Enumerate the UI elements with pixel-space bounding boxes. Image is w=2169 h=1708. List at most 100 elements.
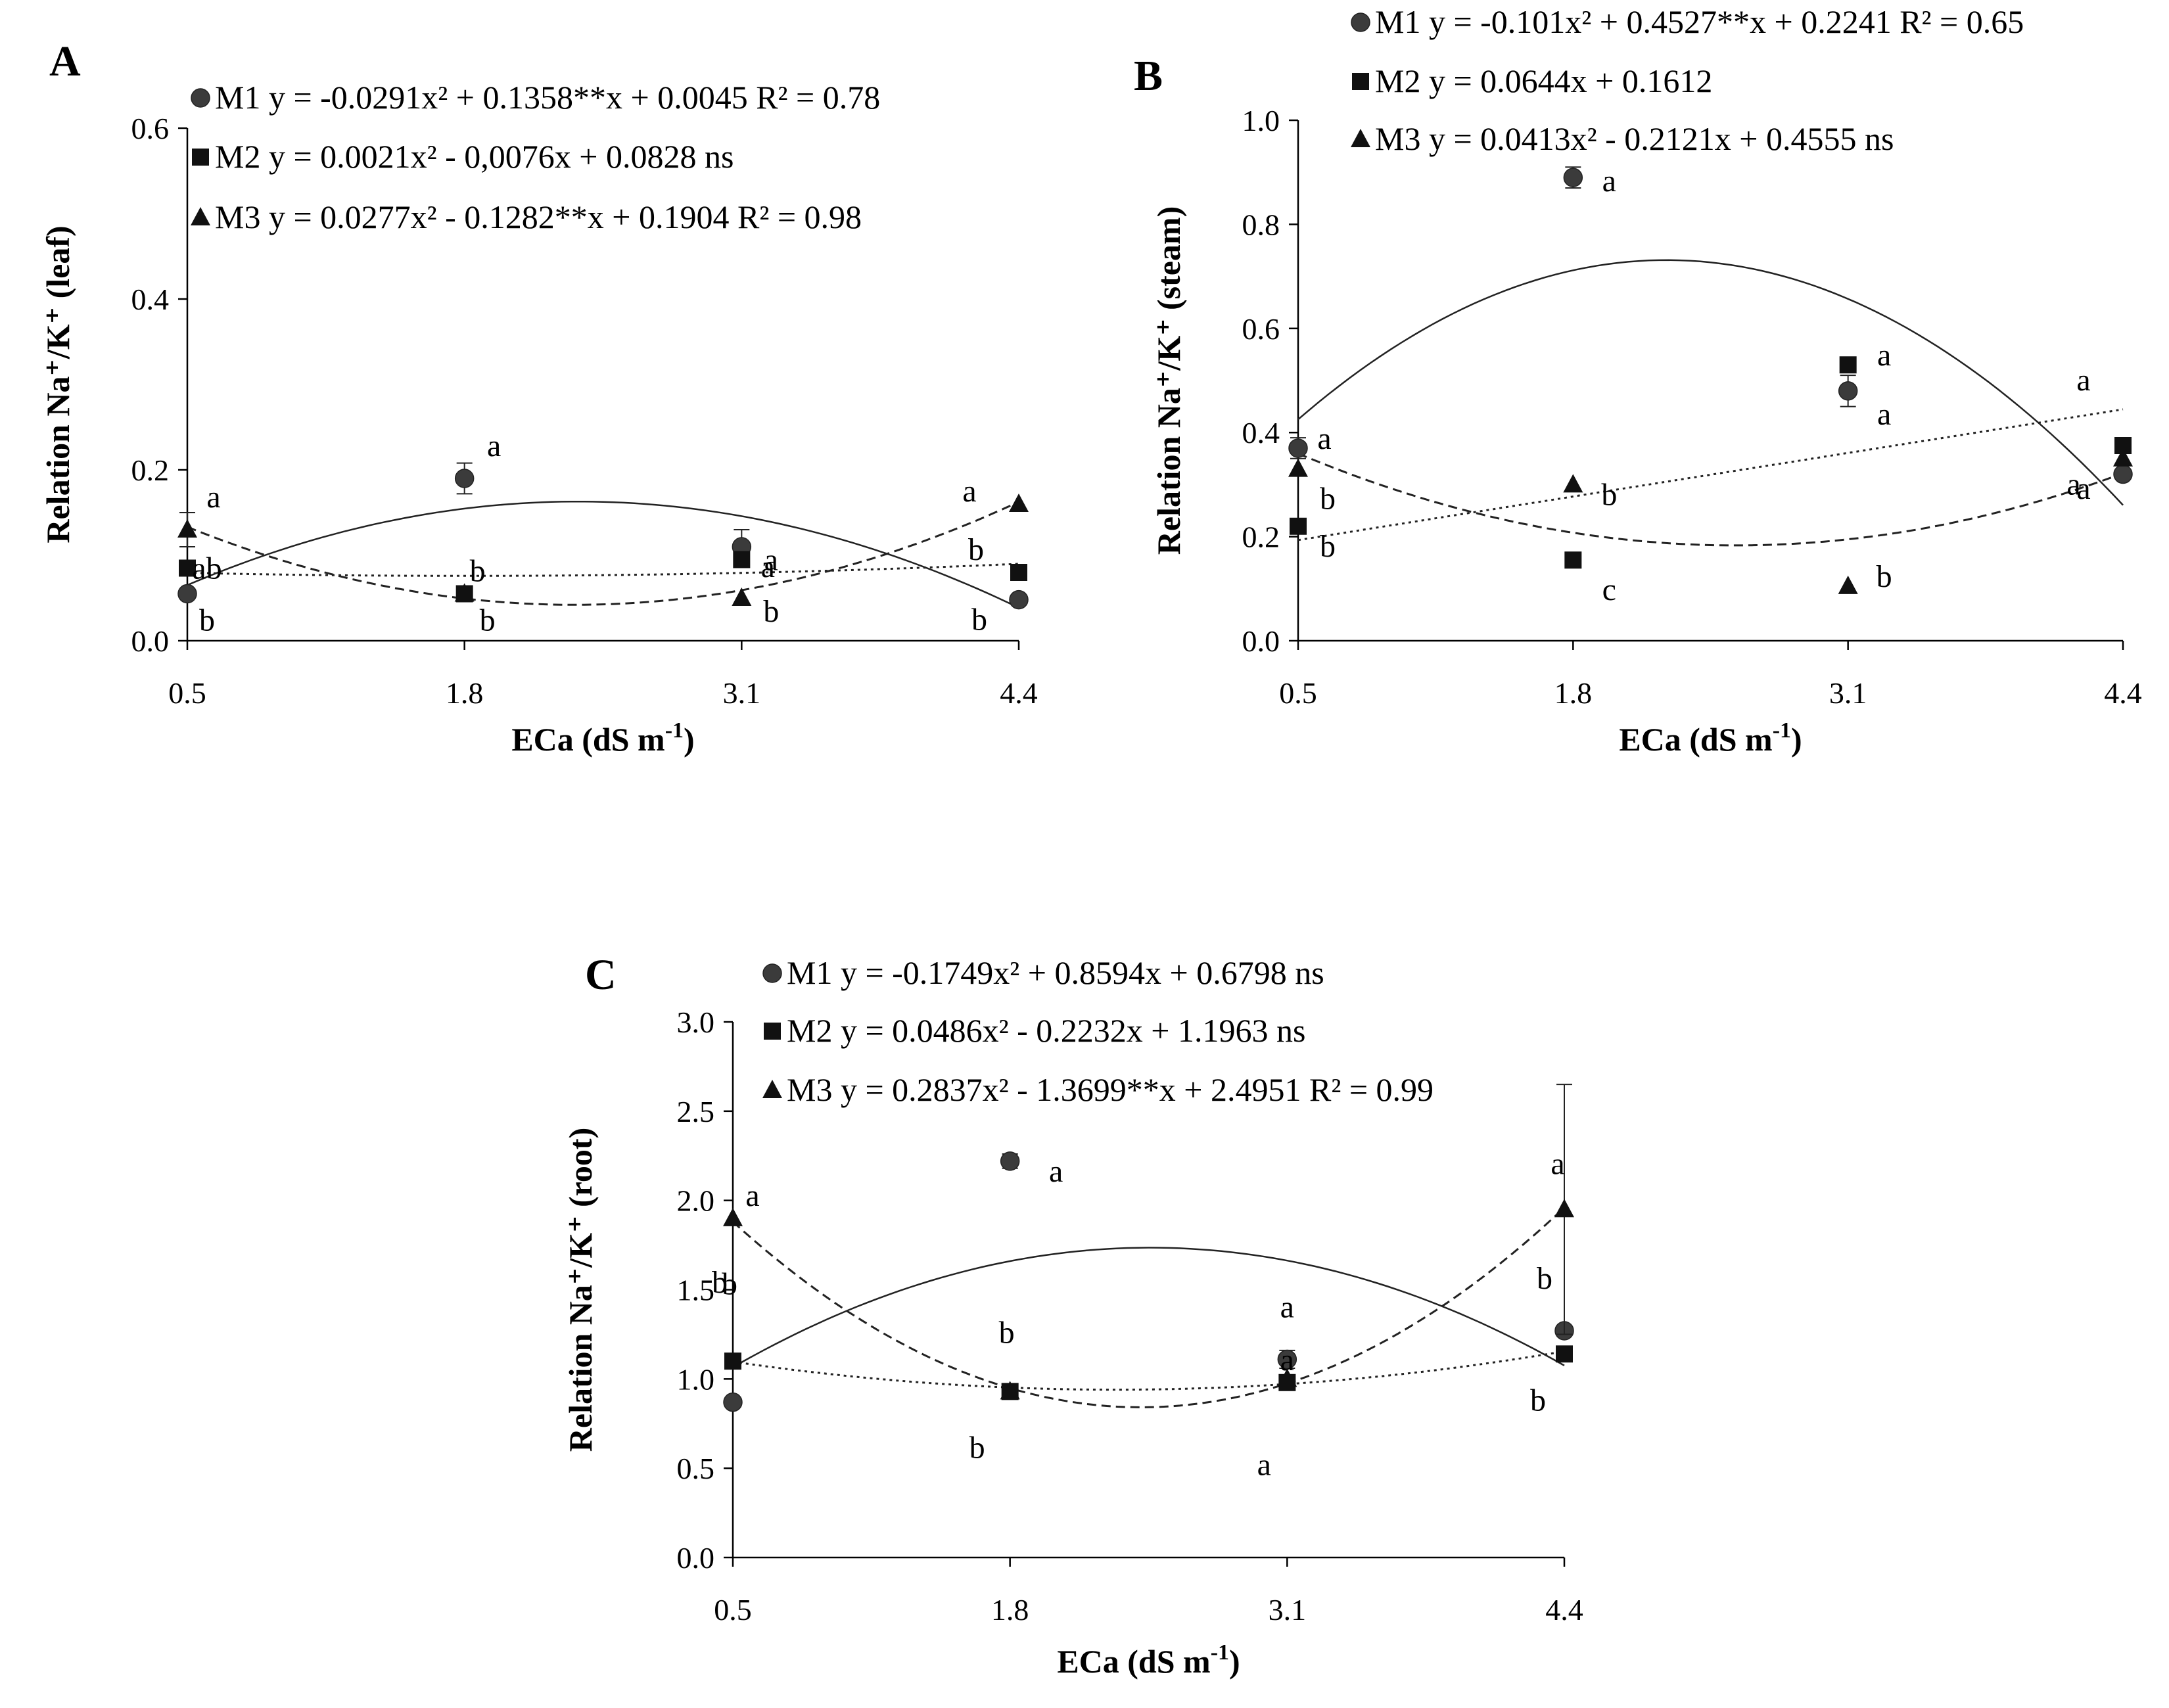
significance-letter: a xyxy=(206,480,220,515)
chart-panel-b: B 0.0 0.2 0.4 0.6 0.8 1.0 0.5 1.8 3.1 4.4 ECa (dS m… xyxy=(1134,3,2142,758)
legend-m3-marker xyxy=(1351,129,1370,147)
significance-letter: a xyxy=(1317,421,1331,456)
significance-letter: b xyxy=(1877,559,1892,594)
y-tick-label: 2.0 xyxy=(677,1184,715,1218)
significance-letter: b xyxy=(1320,529,1336,564)
y-axis-label: Relation Na⁺/K⁺ (steam) xyxy=(1150,206,1187,555)
legend-m1-marker xyxy=(1351,12,1370,32)
significance-letter: a xyxy=(1280,1289,1294,1324)
y-tick-label: 1.0 xyxy=(1242,104,1280,137)
data-point-m2 xyxy=(1564,551,1582,569)
data-point-m1 xyxy=(723,1392,743,1412)
data-point-m2 xyxy=(733,551,751,568)
significance-letter: b xyxy=(480,603,496,638)
data-point-m1 xyxy=(1838,381,1858,401)
significance-letter: a xyxy=(1602,164,1616,198)
chart-panel-c: C 0.0 0.5 1.0 1.5 2.0 2.5 3.0 0.5 1.8 3.1 4.4 ECa (d… xyxy=(562,951,1583,1680)
legend-m3-equation: M3 y = 0.2837x² - 1.3699**x + 2.4951 R² … xyxy=(787,1071,1434,1108)
legend-m3-equation: M3 y = 0.0277x² - 0.1282**x + 0.1904 R² … xyxy=(215,198,862,235)
x-axis-label: ECa (dS m-1) xyxy=(1057,1640,1240,1680)
significance-letter: b xyxy=(1320,482,1336,517)
significance-letter: a xyxy=(487,428,501,463)
x-tick-label: 3.1 xyxy=(1269,1593,1307,1627)
x-tick-label: 1.8 xyxy=(1554,676,1593,710)
significance-letter: b xyxy=(1601,477,1617,512)
x-tick-label: 0.5 xyxy=(168,676,206,710)
significance-letter: a xyxy=(764,543,778,578)
data-point-m3 xyxy=(1838,575,1858,594)
y-tick-label: 0.2 xyxy=(131,453,170,487)
x-tick-label: 0.5 xyxy=(714,1593,752,1627)
significance-letter: a xyxy=(1049,1154,1063,1189)
significance-letter: b xyxy=(969,1430,985,1465)
panel-label: B xyxy=(1134,52,1163,100)
y-tick-label: 0.0 xyxy=(1242,624,1280,658)
significance-letter: b xyxy=(971,603,987,637)
y-tick-label: 1.0 xyxy=(677,1362,715,1396)
data-point-m1 xyxy=(1288,438,1308,458)
significance-letter: b xyxy=(1537,1261,1552,1296)
data-point-m1 xyxy=(1563,168,1583,187)
data-point-m2 xyxy=(1010,564,1027,581)
legend-m1-equation: M1 y = -0.1749x² + 0.8594x + 0.6798 ns xyxy=(787,954,1324,991)
x-tick-label: 4.4 xyxy=(1000,676,1038,710)
data-point-m2 xyxy=(724,1352,741,1370)
data-point-m3 xyxy=(1288,458,1308,477)
significance-letter: a xyxy=(1257,1447,1271,1482)
significance-letter: a xyxy=(2066,467,2080,502)
trend-line-m1 xyxy=(1297,259,2124,506)
significance-letter: ab xyxy=(192,551,222,586)
legend-m3-equation: M3 y = 0.0413x² - 0.2121x + 0.4555 ns xyxy=(1375,120,1894,157)
panel-label: A xyxy=(49,37,81,85)
x-tick-label: 1.8 xyxy=(446,676,484,710)
legend-m2-marker xyxy=(1352,73,1369,90)
data-point-m2 xyxy=(1290,517,1307,535)
x-axis-label: ECa (dS m-1) xyxy=(1619,718,1802,758)
significance-letter: a xyxy=(1877,397,1891,432)
legend-m2-equation: M2 y = 0.0021x² - 0,0076x + 0.0828 ns xyxy=(215,138,734,175)
panel-label: C xyxy=(585,951,617,999)
data-point-m1 xyxy=(1009,589,1029,610)
x-tick-label: 4.4 xyxy=(2104,676,2142,710)
y-tick-label: 3.0 xyxy=(677,1005,715,1039)
y-tick-label: 0.4 xyxy=(131,283,170,316)
significance-letter: a xyxy=(1877,338,1891,373)
significance-letter: b xyxy=(999,1315,1015,1350)
legend-m1-marker xyxy=(191,88,210,108)
significance-letter: a xyxy=(1551,1146,1564,1181)
trend-line-m1 xyxy=(732,1247,1565,1368)
data-point-m1 xyxy=(177,584,197,604)
x-tick-label: 3.1 xyxy=(1829,676,1867,710)
legend-m2-equation: M2 y = 0.0644x + 0.1612 xyxy=(1375,62,1712,99)
data-point-m1 xyxy=(1000,1151,1020,1171)
significance-letter: a xyxy=(962,474,976,509)
significance-letter: b xyxy=(470,554,486,589)
y-tick-label: 0.6 xyxy=(131,112,170,145)
trend-line-m2 xyxy=(732,1350,1565,1391)
legend-m3-marker xyxy=(762,1080,782,1098)
y-tick-label: 0.5 xyxy=(677,1452,715,1485)
data-point-m3 xyxy=(1563,474,1583,493)
y-axis-label: Relation Na⁺/K⁺ (leaf) xyxy=(39,225,76,543)
significance-letter: b xyxy=(712,1265,728,1300)
y-tick-label: 0.8 xyxy=(1242,208,1280,241)
significance-letter: a xyxy=(745,1178,759,1213)
y-tick-label: 2.5 xyxy=(677,1095,715,1128)
x-tick-label: 3.1 xyxy=(723,676,761,710)
legend-m1-equation: M1 y = -0.0291x² + 0.1358**x + 0.0045 R²… xyxy=(215,79,880,116)
legend-m3-marker xyxy=(191,207,210,225)
significance-letter: c xyxy=(1602,572,1616,607)
significance-letter: b xyxy=(763,594,779,629)
significance-letter: a xyxy=(761,549,775,584)
data-point-m3 xyxy=(732,588,752,606)
data-point-m3 xyxy=(454,583,475,602)
y-tick-label: 0.2 xyxy=(1242,520,1280,554)
x-tick-label: 0.5 xyxy=(1279,676,1317,710)
y-tick-label: 0.0 xyxy=(677,1541,715,1575)
legend-m2-marker xyxy=(764,1023,781,1040)
data-point-m3 xyxy=(1554,1199,1574,1218)
significance-letter: b xyxy=(968,532,984,567)
x-tick-label: 4.4 xyxy=(1545,1593,1583,1627)
legend-m1-equation: M1 y = -0.101x² + 0.4527**x + 0.2241 R² … xyxy=(1375,3,2024,40)
